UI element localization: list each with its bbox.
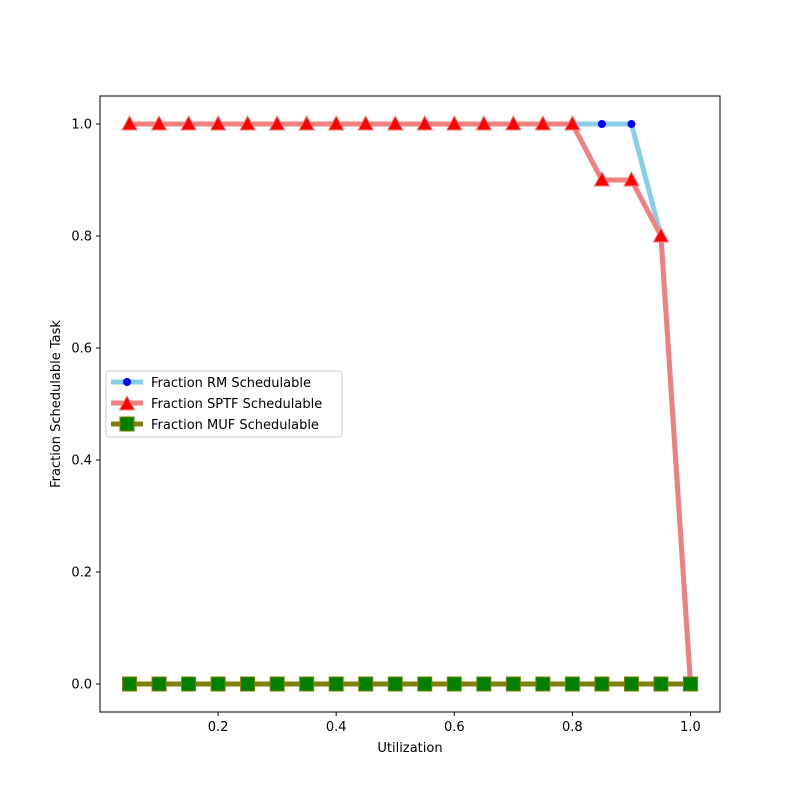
legend-label: Fraction SPTF Schedulable: [151, 397, 322, 412]
data-point: [210, 676, 226, 692]
legend-marker: [118, 394, 136, 411]
data-point: [358, 676, 374, 692]
data-point: [327, 114, 345, 131]
data-point: [505, 676, 521, 692]
y-axis-title: Fraction Schedulable Task: [49, 320, 64, 488]
data-point: [593, 170, 611, 187]
legend-item: Fraction MUF Schedulable: [111, 416, 319, 433]
data-point: [416, 114, 434, 131]
data-point: [269, 676, 285, 692]
legend: Fraction RM Schedulable Fraction SPTF Sch…: [105, 370, 343, 438]
x-tick-label: 0.4: [326, 720, 347, 735]
y-tick-label: 0.4: [71, 454, 92, 469]
data-point: [150, 114, 168, 131]
series-layer: [121, 114, 699, 692]
data-point: [357, 114, 375, 131]
data-point: [151, 676, 167, 692]
data-point: [653, 676, 669, 692]
data-point: [623, 676, 639, 692]
data-point: [504, 114, 522, 131]
x-tick-label: 0.2: [208, 720, 229, 735]
data-point: [682, 676, 698, 692]
data-point: [181, 676, 197, 692]
y-tick-label: 0.8: [71, 230, 92, 245]
data-point: [328, 676, 344, 692]
legend-label: Fraction MUF Schedulable: [151, 418, 319, 433]
legend-item: Fraction RM Schedulable: [111, 376, 311, 391]
data-point: [627, 120, 636, 128]
data-point: [387, 676, 403, 692]
data-point: [564, 676, 580, 692]
x-axis: 0.2 0.4 0.6 0.8 1.0: [208, 712, 701, 735]
series-line: [129, 121, 693, 685]
data-point: [180, 114, 197, 131]
y-axis: 0.0 0.2 0.4 0.6 0.8 1.0: [71, 118, 100, 693]
data-point: [240, 676, 256, 692]
x-tick-label: 1.0: [680, 720, 701, 735]
data-point: [475, 114, 493, 131]
data-point: [268, 114, 286, 131]
data-point: [534, 114, 552, 131]
data-point: [299, 676, 315, 692]
data-point: [594, 676, 610, 692]
data-point: [122, 676, 138, 692]
data-point: [445, 114, 463, 131]
data-point: [476, 676, 492, 692]
x-axis-title: Utilization: [377, 741, 442, 756]
data-point: [597, 120, 606, 128]
x-tick-label: 0.6: [444, 720, 465, 735]
legend-label: Fraction RM Schedulable: [151, 376, 311, 391]
legend-marker: [123, 378, 131, 386]
data-point: [446, 676, 462, 692]
data-point: [535, 676, 551, 692]
x-tick-label: 0.8: [562, 720, 583, 735]
plot-frame: [99, 95, 721, 713]
legend-box: [105, 370, 343, 438]
legend-marker: [119, 416, 135, 432]
data-point: [386, 114, 404, 131]
data-point: [239, 114, 256, 131]
data-point: [298, 114, 316, 131]
series-3: [122, 676, 698, 692]
y-tick-label: 0.6: [71, 342, 92, 357]
legend-item: Fraction SPTF Schedulable: [111, 394, 322, 412]
data-point: [209, 114, 227, 131]
y-tick-label: 0.2: [71, 566, 92, 581]
data-point: [417, 676, 433, 692]
data-point: [652, 226, 670, 243]
data-point: [121, 114, 138, 131]
y-tick-label: 0.0: [71, 678, 92, 693]
data-point: [564, 114, 581, 131]
y-tick-label: 1.0: [71, 118, 92, 133]
data-point: [623, 170, 640, 187]
